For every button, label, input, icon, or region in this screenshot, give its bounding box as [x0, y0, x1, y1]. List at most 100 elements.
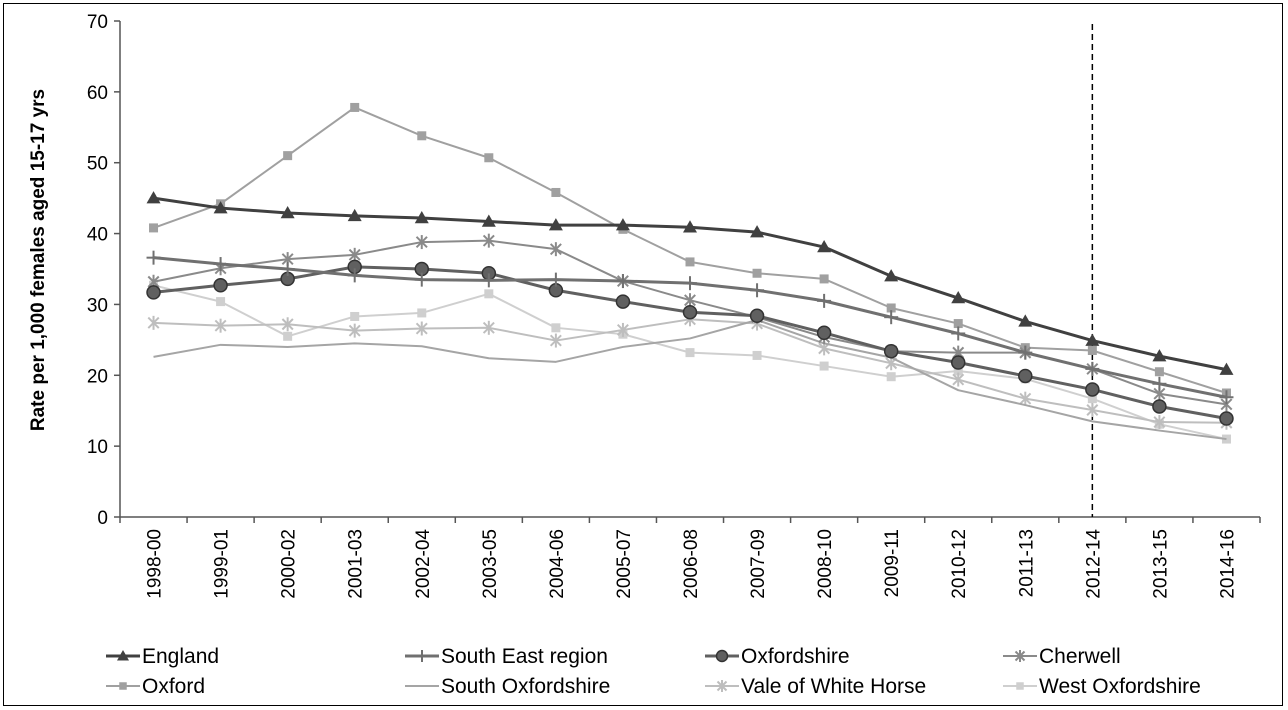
x-tick-label: 2007-09 — [748, 529, 769, 599]
asterisk-marker — [482, 320, 495, 335]
x-tick-label: 2004-06 — [547, 529, 568, 599]
plus-marker — [884, 310, 899, 325]
triangle-marker — [414, 210, 429, 224]
triangle-marker — [117, 650, 129, 661]
plus-marker — [146, 250, 161, 265]
asterisk-marker — [1086, 403, 1099, 418]
circle-marker — [816, 325, 832, 341]
plus-marker — [683, 276, 697, 291]
square-marker — [417, 131, 427, 141]
x-tick-label: 2012-14 — [1083, 529, 1104, 599]
x-tick-label: 2008-10 — [815, 529, 836, 599]
asterisk-marker — [549, 333, 562, 348]
asterisk-marker — [415, 321, 428, 336]
square-marker — [819, 361, 829, 371]
plus-marker — [416, 650, 428, 662]
series-england — [146, 191, 1234, 375]
triangle-marker — [817, 240, 832, 253]
circle-marker — [213, 278, 228, 293]
square-marker — [417, 308, 427, 318]
x-tick-label: 2000-02 — [279, 529, 300, 599]
asterisk-marker — [348, 323, 361, 338]
square-marker — [953, 366, 963, 376]
y-tick-label: 50 — [87, 154, 108, 175]
series-south-oxfordshire — [153, 319, 1227, 441]
asterisk-marker — [1153, 415, 1166, 430]
legend-label: West Oxfordshire — [1039, 675, 1201, 698]
legend-item: England — [106, 645, 219, 668]
square-marker — [1016, 682, 1024, 690]
legend-item: Cherwell — [1003, 645, 1121, 668]
asterisk-marker — [281, 317, 294, 332]
legend-item: West Oxfordshire — [1003, 675, 1201, 698]
series-line — [153, 318, 1227, 424]
legend-item: Oxfordshire — [705, 645, 850, 668]
legend-item: South East region — [405, 645, 608, 668]
plus-marker — [1219, 390, 1234, 405]
plus-marker — [1085, 361, 1100, 376]
legend-item: Vale of White Horse — [705, 675, 926, 698]
asterisk-marker — [952, 372, 965, 387]
asterisk-marker — [482, 233, 495, 248]
plus-marker — [280, 262, 295, 276]
y-tick-label: 30 — [87, 295, 108, 316]
x-tick-label: 2001-03 — [346, 529, 367, 599]
square-marker — [886, 372, 896, 382]
triangle-marker — [213, 201, 228, 214]
legend-label: Oxfordshire — [741, 645, 850, 668]
square-marker — [484, 289, 494, 299]
circle-marker — [1018, 368, 1033, 384]
x-tick-label: 2005-07 — [614, 529, 635, 599]
x-tick-label: 2003-05 — [480, 529, 501, 599]
x-tick-label: 2014-16 — [1217, 529, 1238, 599]
legend: England South East region Oxfordshire Cherw… — [106, 645, 1201, 698]
y-tick-label: 70 — [87, 12, 108, 33]
y-tick-label: 40 — [87, 225, 108, 246]
square-marker — [1087, 394, 1097, 404]
circle-marker — [1219, 411, 1234, 426]
square-marker — [551, 187, 561, 197]
plus-marker — [817, 293, 832, 308]
square-marker — [752, 268, 762, 278]
asterisk-marker — [348, 247, 361, 262]
asterisk-marker — [716, 680, 728, 692]
x-tick-label: 2010-12 — [949, 529, 970, 599]
legend-label: South Oxfordshire — [441, 675, 610, 698]
triangle-marker — [548, 218, 563, 231]
asterisk-marker — [1019, 391, 1032, 406]
triangle-marker — [1085, 333, 1100, 346]
square-marker — [484, 153, 494, 163]
legend-label: South East region — [441, 645, 608, 668]
circle-marker — [615, 294, 631, 309]
plus-marker — [951, 326, 966, 341]
x-tick-label: 2006-08 — [681, 529, 702, 599]
square-marker — [819, 274, 829, 284]
square-marker — [149, 223, 159, 233]
x-tick-label: 2009-11 — [882, 529, 903, 597]
x-tick-label: 1999-01 — [212, 529, 233, 599]
square-marker — [350, 311, 360, 321]
plus-marker — [548, 272, 563, 287]
asterisk-marker — [214, 318, 227, 333]
plus-marker — [750, 283, 765, 298]
x-tick-label: 1998-00 — [145, 529, 166, 599]
asterisk-marker — [616, 322, 629, 337]
series-south-east-region — [146, 250, 1234, 405]
triangle-marker — [146, 191, 161, 204]
square-marker — [953, 319, 963, 329]
square-marker — [283, 331, 293, 341]
circle-marker — [749, 308, 765, 324]
plus-marker — [347, 268, 362, 283]
y-tick-label: 10 — [87, 437, 108, 458]
x-tick-label: 2013-15 — [1150, 529, 1171, 599]
asterisk-marker — [549, 242, 562, 257]
square-marker — [283, 151, 293, 161]
circle-marker — [715, 649, 729, 663]
axes: 0 10 20 30 40 50 60 70 1998-00 1999-01 2000-02 2001… — [87, 12, 1261, 599]
circle-marker — [883, 343, 899, 359]
triangle-marker — [951, 291, 966, 304]
square-marker — [886, 303, 896, 313]
triangle-marker — [481, 214, 496, 227]
circle-marker — [682, 304, 698, 320]
triangle-marker — [347, 208, 362, 222]
